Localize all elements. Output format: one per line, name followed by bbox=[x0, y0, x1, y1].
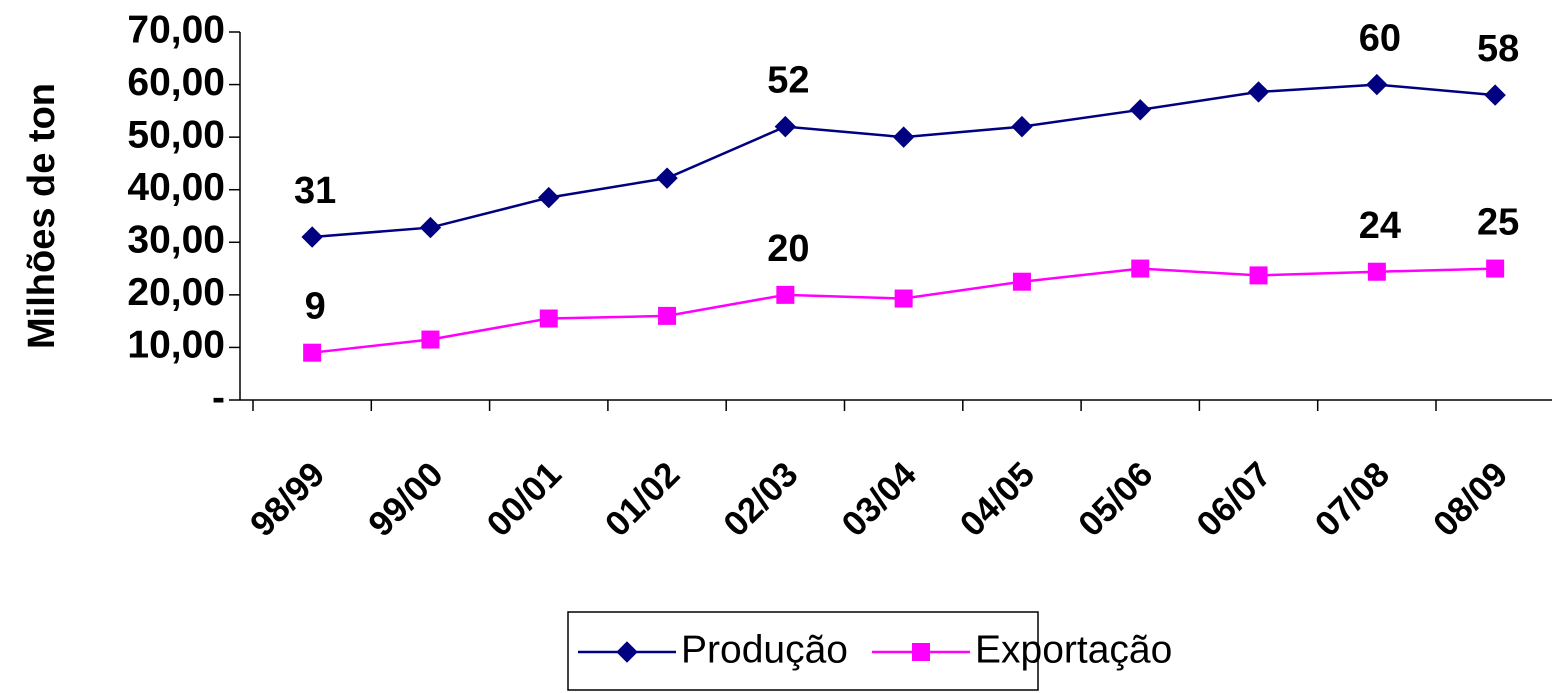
data-label: 24 bbox=[1359, 205, 1401, 247]
x-tick-label: 98/99 bbox=[243, 455, 333, 545]
x-tick-label: 99/00 bbox=[361, 455, 451, 545]
diamond-marker bbox=[616, 641, 638, 663]
y-tick-label: 70,00 bbox=[127, 8, 225, 51]
square-marker bbox=[303, 343, 322, 362]
y-tick-label: 60,00 bbox=[127, 61, 225, 104]
square-marker bbox=[1249, 266, 1268, 285]
square-marker bbox=[1131, 259, 1150, 278]
legend-item-exportação: Exportação bbox=[872, 628, 1172, 671]
diamond-marker bbox=[538, 186, 560, 209]
diamond-marker bbox=[656, 167, 678, 189]
data-labels: 31 52 60 58 9 20 24 25 bbox=[294, 18, 1519, 328]
diamond-marker bbox=[1484, 84, 1506, 106]
y-tick-label: 30,00 bbox=[127, 219, 225, 262]
series-line bbox=[312, 83, 1496, 239]
square-marker bbox=[421, 330, 440, 349]
y-axis-title: Milhões de ton bbox=[21, 83, 63, 349]
legend-item-produção: Produção bbox=[578, 628, 848, 671]
square-marker bbox=[776, 285, 795, 304]
x-tick-label: 01/02 bbox=[598, 455, 688, 545]
diamond-marker bbox=[301, 226, 323, 248]
legend: Produção Exportação bbox=[567, 611, 1172, 691]
square-marker bbox=[658, 306, 677, 325]
series bbox=[301, 73, 1506, 362]
diamond-marker bbox=[892, 126, 915, 148]
data-label: 31 bbox=[294, 170, 336, 212]
square-marker bbox=[539, 309, 558, 328]
data-label: 58 bbox=[1477, 28, 1519, 70]
square-marker bbox=[1486, 259, 1505, 278]
square-marker bbox=[894, 289, 913, 308]
square-marker bbox=[1367, 262, 1386, 281]
diamond-marker bbox=[1366, 73, 1388, 96]
x-tick-label: 03/04 bbox=[834, 454, 924, 544]
x-tick-label: 06/07 bbox=[1189, 455, 1279, 545]
x-tick-label: 05/06 bbox=[1071, 455, 1161, 545]
diamond-marker bbox=[1129, 99, 1151, 121]
legend-label: Exportação bbox=[975, 628, 1172, 671]
data-label: 52 bbox=[767, 60, 809, 102]
diamond-marker bbox=[1011, 115, 1033, 138]
diamond-marker bbox=[1247, 81, 1270, 103]
x-tick-label: 00/01 bbox=[479, 455, 569, 545]
series-exportação bbox=[303, 259, 1505, 362]
x-tick-label: 04/05 bbox=[953, 455, 1043, 545]
square-marker bbox=[912, 643, 930, 661]
y-tick-label: 40,00 bbox=[127, 166, 225, 209]
data-label: 25 bbox=[1477, 202, 1519, 244]
series-line bbox=[312, 267, 1496, 354]
x-tick-label: 07/08 bbox=[1308, 455, 1398, 545]
data-label: 60 bbox=[1359, 18, 1401, 60]
x-tick-label: 02/03 bbox=[716, 455, 806, 545]
y-tick-label: 20,00 bbox=[127, 271, 225, 314]
y-tick-label: 50,00 bbox=[127, 113, 225, 156]
data-label: 20 bbox=[767, 228, 809, 270]
x-tick-label: 08/09 bbox=[1426, 455, 1516, 545]
diamond-marker bbox=[419, 216, 442, 239]
y-tick-label: 10,00 bbox=[127, 324, 225, 367]
square-marker bbox=[1012, 272, 1031, 291]
data-label: 9 bbox=[305, 286, 326, 328]
series-produção bbox=[301, 73, 1506, 248]
y-tick-label: - bbox=[212, 376, 225, 419]
diamond-marker bbox=[774, 115, 797, 138]
legend-label: Produção bbox=[681, 628, 848, 671]
